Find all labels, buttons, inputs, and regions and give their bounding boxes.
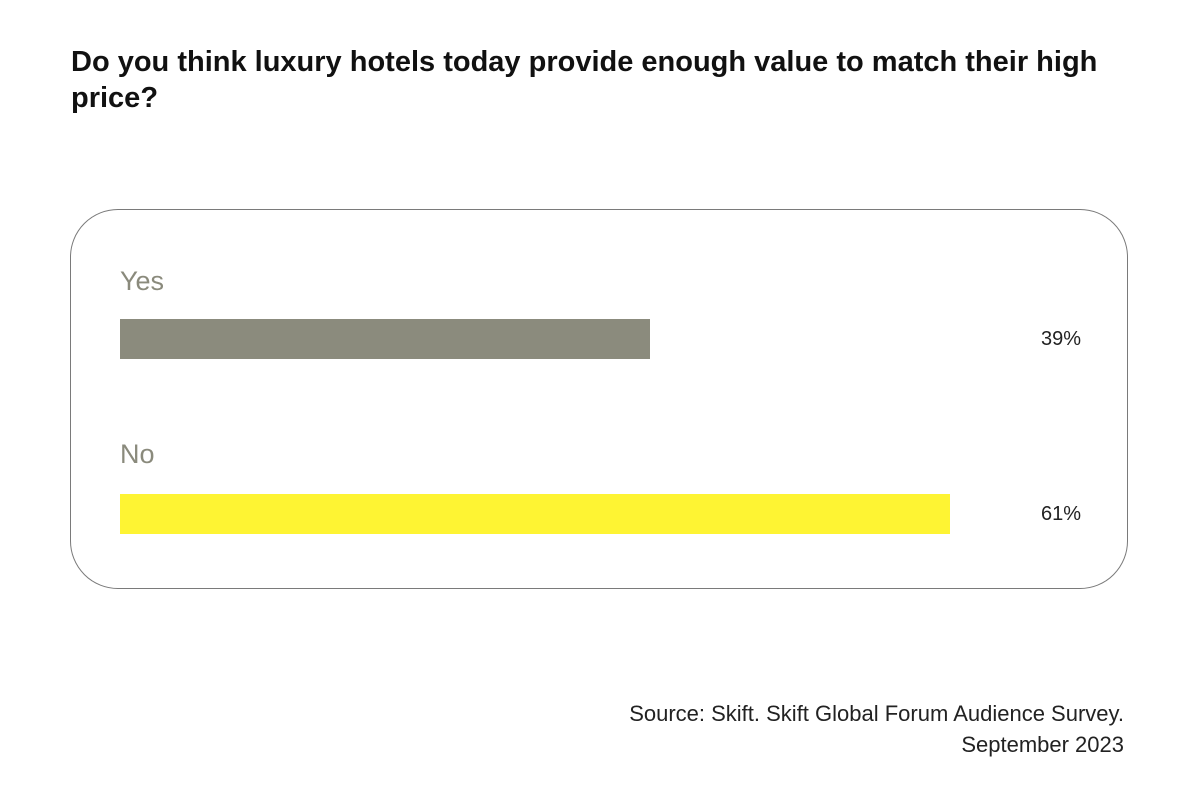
category-label-no: No [120,439,155,469]
value-label-yes: 39% [1040,328,1081,350]
source-line-2: September 2023 [961,732,1124,757]
value-label-no: 61% [1040,503,1081,525]
category-label-yes: Yes [120,266,165,296]
source-line-1: Source: Skift. Skift Global Forum Audien… [629,701,1124,726]
bar-yes [120,319,651,359]
chart-card: Yes 39% No 61% [70,209,1128,589]
source-note: Source: Skift. Skift Global Forum Audien… [629,698,1124,760]
chart-title: Do you think luxury hotels today provide… [71,46,1098,114]
bar-no [120,494,950,534]
